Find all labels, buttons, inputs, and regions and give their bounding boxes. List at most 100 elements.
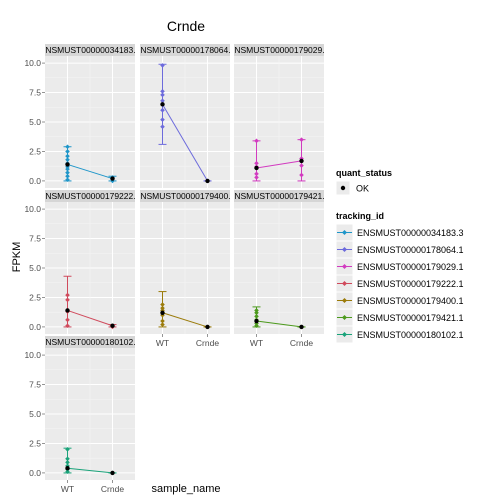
y-tick-label: 0.0 (29, 322, 41, 332)
mean-point (65, 308, 70, 313)
x-tick-label: WT (250, 338, 263, 348)
replicate-point (160, 117, 165, 122)
y-tick-label: 2.5 (29, 292, 41, 302)
y-tick-label: 5.0 (29, 117, 41, 127)
mean-point (299, 158, 304, 164)
replicate-point (299, 172, 304, 178)
facet-strip (45, 44, 135, 56)
replicate-point (160, 124, 165, 130)
y-tick-label: 7.5 (29, 234, 41, 244)
x-tick-label: WT (61, 484, 74, 494)
replicate-point (160, 92, 165, 98)
replicate-point (160, 305, 165, 311)
facet-panel: ENSMUST00000179421.1 WT Crnde (229, 190, 330, 348)
replicate-point (160, 107, 165, 113)
legend-key-diamond (342, 298, 347, 303)
replicate-point (65, 456, 70, 462)
legend-label: ENSMUST00000179400.1 (357, 296, 464, 306)
replicate-point (65, 153, 70, 159)
series-line (67, 309, 113, 327)
x-tick-label: Crnde (101, 484, 124, 494)
replicate-point (65, 323, 70, 329)
legend-title-quant-status: quant_status (336, 168, 392, 178)
facet-panel: ENSMUST00000178064.1 (135, 44, 236, 188)
y-tick-label: 7.5 (29, 380, 41, 390)
series-line (162, 104, 208, 182)
y-tick-label: 7.5 (29, 88, 41, 98)
replicate-point (65, 469, 70, 475)
facet-panel: ENSMUST00000180102.1 0.0 2.5 5.0 7.5 10.0 WT Cr… (24, 336, 141, 494)
y-tick-label: 0.0 (29, 468, 41, 478)
mean-point (65, 162, 70, 167)
facet-strip (45, 336, 135, 348)
legend-label: ENSMUST00000179029.1 (357, 262, 464, 272)
replicate-point (160, 318, 165, 324)
legend-label: ENSMUST00000034183.3 (357, 228, 464, 238)
replicate-point (65, 170, 70, 175)
y-tick-label: 5.0 (29, 409, 41, 419)
series-line (67, 467, 113, 474)
replicate-point (65, 297, 70, 303)
y-axis-title: FPKM (11, 242, 23, 273)
y-tick-label: 5.0 (29, 263, 41, 273)
facet-panel: ENSMUST00000034183.3 0.0 2.5 5.0 7.5 10.0 (24, 44, 135, 188)
replicate-point (160, 308, 165, 313)
x-tick-label: Crnde (196, 338, 219, 348)
mean-point (160, 310, 165, 315)
legend: quant_status OK tracking_id ENSMUST00000034… (335, 168, 464, 344)
replicate-point (65, 173, 70, 179)
replicate-point (160, 302, 165, 307)
legend-key-diamond (342, 264, 347, 269)
mean-point (205, 178, 210, 184)
replicate-point (65, 157, 70, 163)
legend-key-diamond (342, 230, 347, 235)
facet-strip (140, 44, 230, 56)
chart-title: Crnde (167, 18, 205, 34)
replicate-point (254, 314, 259, 319)
facet-strip (234, 44, 324, 56)
mean-point (160, 102, 165, 107)
mean-point (205, 324, 210, 330)
facet-strip (234, 190, 324, 202)
replicate-point (65, 447, 70, 452)
series-line (256, 320, 302, 328)
facet-panels: ENSMUST00000034183.30.02.55.07.510.0ENSM… (24, 44, 330, 494)
y-tick-label: 2.5 (29, 146, 41, 156)
facet-panel: ENSMUST00000179029.1 (229, 44, 330, 188)
replicate-point (299, 137, 304, 142)
replicate-point (65, 166, 70, 172)
legend-key-diamond (342, 247, 347, 252)
x-tick-label: Crnde (290, 338, 313, 348)
facet-strip-label: ENSMUST00000179400.1 (135, 191, 236, 201)
replicate-point (110, 178, 115, 184)
legend-key-diamond (342, 332, 347, 337)
facet-strip-label: ENSMUST00000178064.1 (135, 45, 236, 55)
replicate-point (65, 177, 70, 183)
facet-strip-label: ENSMUST00000180102.1 (40, 337, 141, 347)
facet-strip (140, 190, 230, 202)
legend-label: ENSMUST00000179421.1 (357, 313, 464, 323)
replicate-point (160, 89, 165, 94)
mean-point (299, 324, 304, 330)
series-line (67, 163, 113, 180)
mean-point (65, 466, 70, 471)
mean-point (254, 165, 259, 171)
legend-label: ENSMUST00000178064.1 (357, 245, 464, 255)
facet-strip-label: ENSMUST00000179421.1 (229, 191, 330, 201)
x-tick-label: WT (156, 338, 169, 348)
facet-strip-label: ENSMUST00000179029.1 (229, 45, 330, 55)
legend-label: ENSMUST00000179222.1 (357, 279, 464, 289)
replicate-point (65, 164, 70, 170)
y-tick-label: 10.0 (24, 58, 41, 68)
facet-panel: ENSMUST00000179222.1 0.0 2.5 5.0 7.5 10.0 (24, 190, 135, 334)
legend-title-tracking-id: tracking_id (336, 211, 384, 221)
replicate-point (160, 98, 165, 104)
legend-label: OK (356, 184, 369, 194)
series-line (162, 312, 208, 328)
legend-label: ENSMUST00000180102.1 (357, 330, 464, 340)
mean-point (254, 318, 259, 324)
replicate-point (254, 160, 259, 166)
replicate-point (254, 138, 259, 144)
replicate-point (299, 163, 304, 168)
